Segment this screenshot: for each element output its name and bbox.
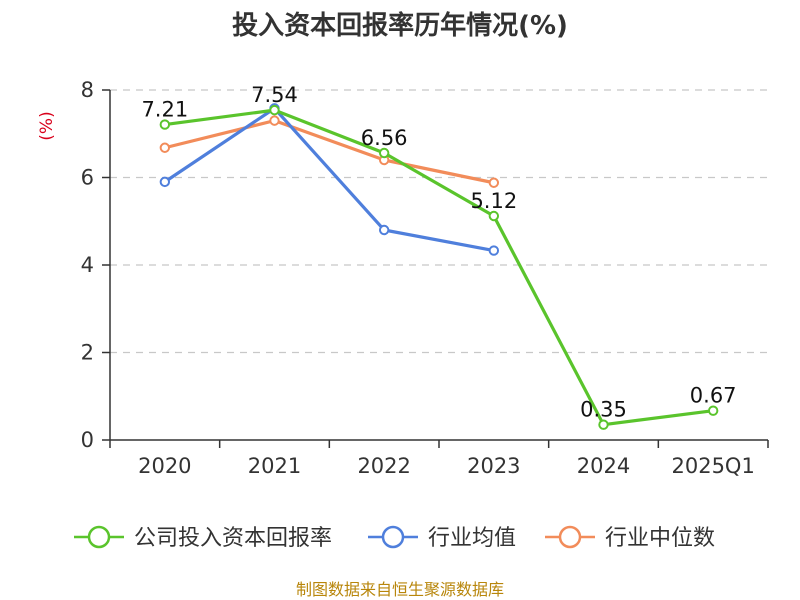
legend-item-industry_avg[interactable]: 行业均值 xyxy=(368,525,516,551)
y-tick-label-0: 0 xyxy=(81,428,94,452)
axes: 0 2 4 6 8 2020 2021 2022 2023 2024 2025Q1 xyxy=(81,78,769,478)
point-industry_median-3 xyxy=(488,177,500,188)
data-labels: 7.21 7.54 6.56 5.12 0.35 0.67 xyxy=(141,83,736,422)
data-label-4: 0.35 xyxy=(580,398,627,422)
legend-marker-industry_avg xyxy=(381,525,405,549)
legend-label-industry_avg: 行业均值 xyxy=(428,526,516,551)
legend-item-industry_median[interactable]: 行业中位数 xyxy=(545,525,715,551)
x-tick-label-0: 2020 xyxy=(138,454,191,478)
grid xyxy=(110,89,768,354)
series-line-company xyxy=(164,108,714,427)
point-company-2 xyxy=(378,147,390,159)
series-line-industry_avg xyxy=(163,106,495,253)
point-company-0 xyxy=(159,119,171,130)
series xyxy=(159,103,719,430)
point-industry_avg-3 xyxy=(488,245,500,256)
legend-marker-company xyxy=(87,525,111,549)
point-industry_median-0 xyxy=(159,142,171,153)
y-tick-label-3: 6 xyxy=(81,166,94,190)
point-industry_avg-0 xyxy=(159,176,171,188)
chart-title: 投入资本回报率历年情况(%) xyxy=(232,10,568,41)
y-tick-label-1: 2 xyxy=(81,341,94,365)
point-industry_avg-2 xyxy=(378,224,390,236)
legend: 公司投入资本回报率 行业均值 行业中位数 xyxy=(74,525,715,551)
x-tick-label-2: 2022 xyxy=(357,454,410,478)
series-line-industry_median xyxy=(164,119,495,185)
source-note: 制图数据来自恒生聚源数据库 xyxy=(296,580,504,599)
data-label-0: 7.21 xyxy=(141,98,188,122)
y-axis-label: (%) xyxy=(37,111,57,140)
x-tick-label-3: 2023 xyxy=(467,454,520,478)
x-tick-label-1: 2021 xyxy=(248,454,301,478)
legend-item-company[interactable]: 公司投入资本回报率 xyxy=(74,525,332,551)
point-company-1 xyxy=(269,104,280,116)
point-company-4 xyxy=(598,419,609,430)
point-company-3 xyxy=(488,210,500,222)
data-label-1: 7.54 xyxy=(251,83,298,107)
x-tick-label-5: 2025Q1 xyxy=(671,454,754,478)
x-tick-label-4: 2024 xyxy=(577,454,630,478)
data-label-3: 5.12 xyxy=(470,189,517,213)
legend-label-company: 公司投入资本回报率 xyxy=(134,526,332,551)
data-label-5: 0.67 xyxy=(690,384,737,408)
y-tick-label-4: 8 xyxy=(81,78,94,102)
point-company-5 xyxy=(707,405,719,416)
legend-marker-industry_median xyxy=(558,525,582,549)
data-label-2: 6.56 xyxy=(361,126,408,150)
legend-label-industry_median: 行业中位数 xyxy=(605,526,715,551)
point-industry_median-1 xyxy=(269,115,280,126)
y-tick-label-2: 4 xyxy=(81,253,94,277)
